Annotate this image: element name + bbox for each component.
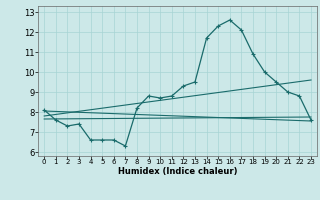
X-axis label: Humidex (Indice chaleur): Humidex (Indice chaleur) [118, 167, 237, 176]
